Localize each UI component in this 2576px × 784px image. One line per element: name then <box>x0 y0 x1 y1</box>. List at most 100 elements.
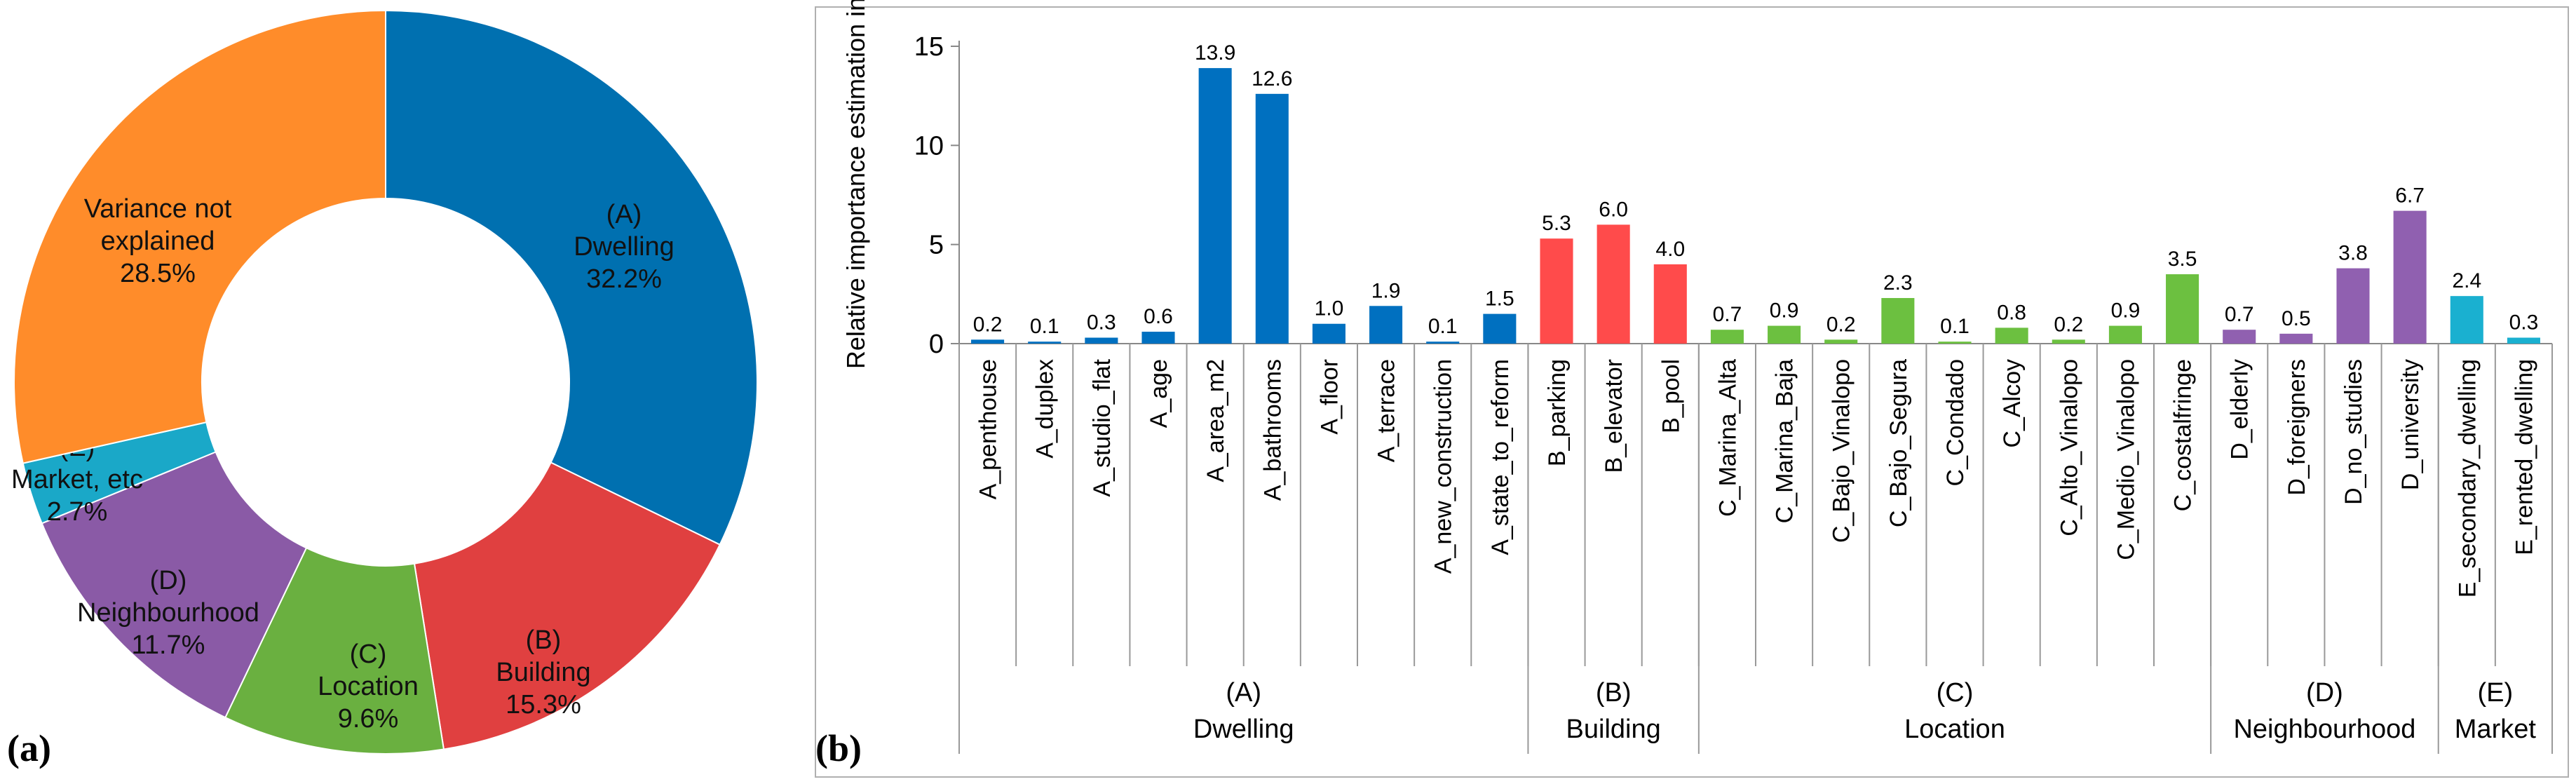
value-label: 0.9 <box>2111 299 2141 323</box>
bar-d_no_studies <box>2336 268 2370 344</box>
bar-chart: Relative importance estimation in % 0 5 10… <box>841 0 2553 754</box>
bar-c_medio_vinalopo <box>2108 325 2142 344</box>
donut-chart: (A) Dwelling 32.2% (B) Building 15.3% (C) Locat… <box>11 9 758 755</box>
group-letter: (A) <box>1226 678 1261 708</box>
bar-c_condado <box>1938 342 1972 344</box>
panel-label-b: (b) <box>815 727 862 769</box>
bar-c_marina_alta <box>1710 330 1744 344</box>
pie-slice-building <box>413 461 721 750</box>
value-label: 0.2 <box>1826 313 1856 336</box>
group-letter: (E) <box>2478 678 2514 708</box>
bar-b_parking <box>1540 238 1573 344</box>
bar-a_age <box>1141 332 1175 344</box>
category-label: E_rented_dwelling <box>2511 359 2537 555</box>
category-label: C_Bajo_Vinalopo <box>1829 359 1855 543</box>
bar-c_alcoy <box>1995 327 2028 344</box>
bar-a_studio_flat <box>1085 337 1118 344</box>
category-label: C_costalfringe <box>2170 359 2197 511</box>
value-label: 5.3 <box>1542 212 1571 235</box>
category-label: C_Condado <box>1942 359 1969 486</box>
category-label: C_Marina_Alta <box>1714 359 1741 517</box>
bar-c_bajo_segura <box>1881 297 1915 344</box>
category-label: E_secondary_dwelling <box>2454 359 2481 597</box>
group-letter: (D) <box>2306 678 2343 708</box>
bar-a_state_to_reform <box>1483 313 1517 344</box>
pie-label-location: (C) Location 9.6% <box>318 640 419 734</box>
bar-a_floor <box>1312 323 1345 344</box>
category-label: A_studio_flat <box>1089 358 1116 496</box>
category-label: C_Marina_Baja <box>1772 359 1798 523</box>
bar-e_secondary_dwelling <box>2450 296 2483 344</box>
category-label: D_no_studies <box>2340 359 2367 505</box>
value-label: 3.5 <box>2168 248 2197 271</box>
category-label: A_state_to_reform <box>1487 359 1514 555</box>
value-label: 0.6 <box>1144 305 1173 328</box>
value-label: 2.4 <box>2452 269 2481 292</box>
panel-b-frame <box>815 6 2569 778</box>
category-label: A_floor <box>1316 359 1343 435</box>
pie-label-explained: Variance not explained 28.5% <box>84 194 232 288</box>
value-label: 0.1 <box>1030 315 1059 338</box>
value-label: 0.8 <box>1997 301 2026 324</box>
pie-slice-explained <box>13 9 386 464</box>
pie-slice-dwelling <box>385 9 758 546</box>
category-label: A_bathrooms <box>1259 359 1286 501</box>
group-name: Building <box>1566 715 1661 744</box>
category-label: C_Alcoy <box>1999 359 2026 448</box>
category-label: B_parking <box>1544 359 1571 466</box>
bar-b_elevator <box>1597 224 1630 344</box>
category-label: D_foreigners <box>2284 359 2310 496</box>
pie-label-dwelling: (A) Dwelling 32.2% <box>574 200 674 294</box>
pie-label-building: (B) Building 15.3% <box>496 626 590 719</box>
bar-a_penthouse <box>971 339 1005 344</box>
category-label: A_terrace <box>1374 359 1400 462</box>
value-label: 0.5 <box>2282 307 2311 330</box>
pie-label-neighbourhood: (D) Neighbourhood 11.7% <box>77 566 259 660</box>
bar-c_alto_vinalopo <box>2052 339 2085 344</box>
y-tick-label: 10 <box>914 131 944 161</box>
category-label: D_university <box>2397 359 2424 490</box>
category-label: B_elevator <box>1601 359 1627 473</box>
bar-c_bajo_vinalopo <box>1824 339 1858 344</box>
value-label: 0.2 <box>973 313 1003 336</box>
category-label: B_pool <box>1658 359 1684 433</box>
bar-a_duplex <box>1028 342 1062 344</box>
y-axis-label: Relative importance estimation in % <box>841 0 870 369</box>
group-name: Neighbourhood <box>2233 715 2415 744</box>
value-label: 2.3 <box>1883 271 1913 295</box>
group-name: Dwelling <box>1193 715 1294 744</box>
value-label: 6.7 <box>2395 184 2425 208</box>
y-tick-label: 0 <box>929 330 944 359</box>
value-label: 3.8 <box>2338 242 2368 265</box>
category-label: A_area_m2 <box>1202 359 1229 482</box>
category-label: C_Medio_Vinalopo <box>2113 359 2139 560</box>
value-label: 0.3 <box>1087 311 1116 334</box>
value-label: 13.9 <box>1195 41 1235 65</box>
bar-d_elderly <box>2223 330 2256 344</box>
panel-label-a: (a) <box>7 727 51 769</box>
value-label: 0.9 <box>1770 299 1799 323</box>
value-label: 1.5 <box>1485 288 1514 311</box>
value-label: 0.3 <box>2509 311 2539 334</box>
value-label: 12.6 <box>1252 67 1292 90</box>
pie-slice-location <box>224 547 445 755</box>
category-label: C_Alto_Vinalopo <box>2056 359 2082 536</box>
group-name: Market <box>2455 715 2537 744</box>
y-tick-label: 5 <box>929 231 944 260</box>
value-label: 6.0 <box>1599 198 1628 221</box>
category-label: A_age <box>1146 359 1172 428</box>
bar-a_bathrooms <box>1255 93 1289 344</box>
bar-d_foreigners <box>2279 333 2313 344</box>
bar-e_rented_dwelling <box>2507 337 2540 344</box>
bar-d_university <box>2393 210 2427 344</box>
bar-a_terrace <box>1369 306 1403 344</box>
category-label: D_elderly <box>2227 359 2253 460</box>
category-label: A_new_construction <box>1430 359 1457 574</box>
bar-a_new_construction <box>1426 342 1460 344</box>
pie-slice-neighbourhood <box>41 451 308 719</box>
value-label: 0.2 <box>2054 313 2083 336</box>
value-label: 4.0 <box>1655 238 1685 261</box>
bar-b_pool <box>1653 264 1687 344</box>
